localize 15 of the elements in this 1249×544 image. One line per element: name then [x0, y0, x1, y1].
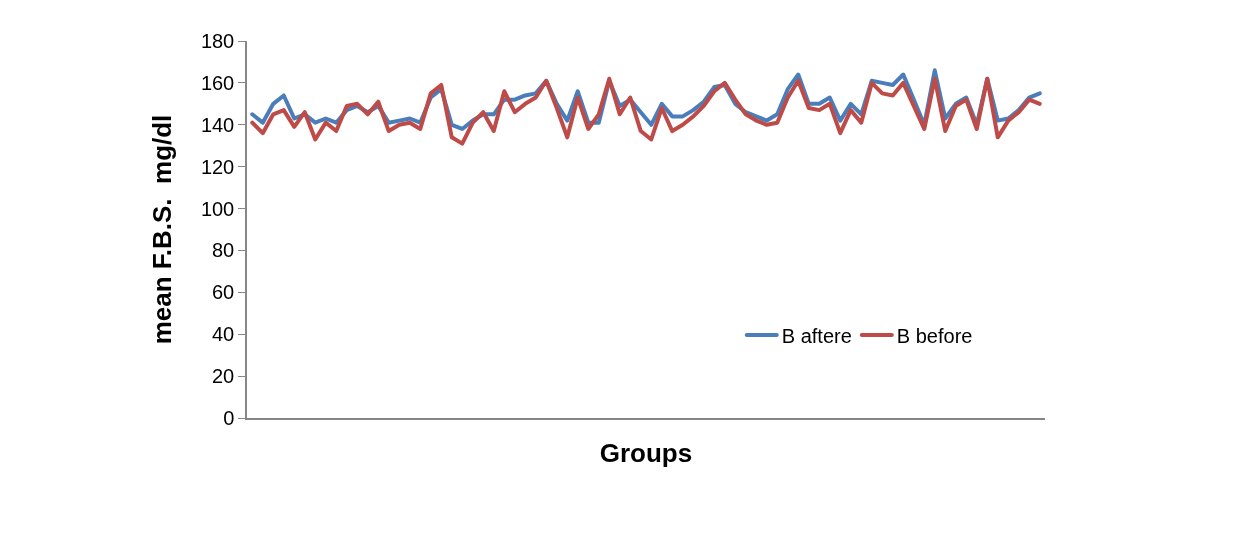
y-axis-title: mean F.B.S. mg/dl [146, 114, 177, 345]
y-tick-label: 140 [200, 113, 235, 136]
y-tick-label: 180 [200, 30, 235, 52]
x-axis-title: Groups [599, 437, 693, 468]
legend-label: B before [896, 324, 973, 347]
y-tick-label: 100 [200, 197, 235, 220]
y-tick-label: 60 [212, 281, 235, 304]
y-tick-label: 0 [223, 407, 235, 429]
legend-label: B aftere [781, 324, 852, 347]
line-series [250, 76, 1042, 146]
y-tick-label: 80 [212, 239, 235, 262]
y-tick-label: 20 [212, 365, 235, 388]
y-tick-label: 160 [200, 71, 235, 94]
y-tick-label: 40 [212, 323, 235, 346]
y-tick-label: 120 [200, 155, 235, 178]
